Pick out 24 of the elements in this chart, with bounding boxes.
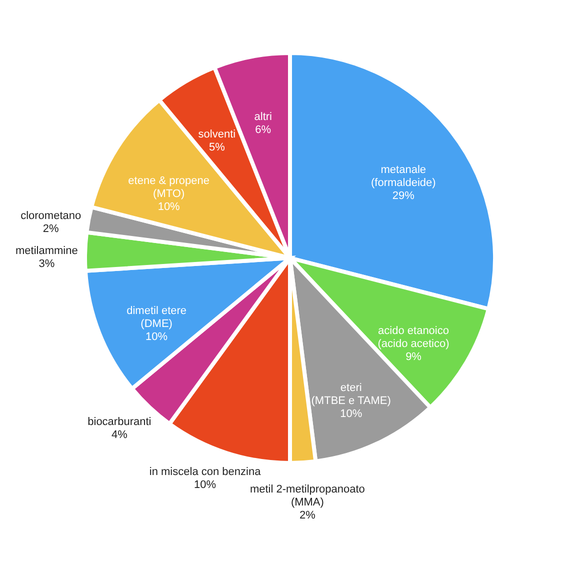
slice-label: altri [254, 111, 272, 124]
slice-label: metilammine [15, 244, 78, 257]
slice-label: solventi [198, 128, 236, 140]
data-label: 5% [209, 141, 226, 154]
slice-label: in miscela con benzina [149, 466, 262, 478]
slice-label: metil 2-metilpropanoato (MMA) [250, 483, 365, 508]
slice-label: etene & propene (MTO) [128, 175, 210, 200]
data-label: 2% [42, 222, 60, 235]
slice-label: eteri (MTBE e TAME) [311, 382, 391, 407]
slice-label: clorometano [20, 210, 82, 222]
data-label: 4% [111, 429, 128, 442]
data-label: 9% [406, 351, 422, 364]
slice-label: biocarburanti [88, 416, 152, 428]
slice-label: dimetil etere (DME) [126, 304, 187, 330]
slice-label: acido etanoico (acido acetico) [378, 325, 450, 350]
data-label: 10% [146, 330, 168, 343]
data-label: 29% [392, 190, 415, 202]
data-label: 10% [340, 408, 362, 420]
slice-label: metanale (formaldeide) [370, 164, 436, 190]
data-label: 6% [255, 124, 272, 136]
data-label: 3% [38, 258, 55, 270]
data-label: 10% [158, 201, 180, 214]
data-label: 10% [194, 479, 216, 492]
data-label: 2% [299, 509, 316, 522]
